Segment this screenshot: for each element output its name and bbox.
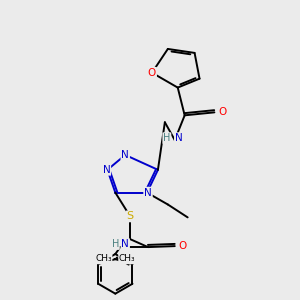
Text: N: N <box>122 150 129 160</box>
Text: H: H <box>112 239 119 249</box>
Text: N: N <box>175 133 183 143</box>
Text: O: O <box>178 241 187 251</box>
Text: N: N <box>103 165 110 175</box>
Text: CH₃: CH₃ <box>119 254 136 263</box>
Text: CH₃: CH₃ <box>95 254 112 263</box>
Text: N: N <box>144 188 152 198</box>
Text: S: S <box>127 212 134 221</box>
Text: O: O <box>218 107 226 117</box>
Text: N: N <box>122 239 129 249</box>
Text: O: O <box>148 68 156 78</box>
Text: H: H <box>163 133 170 143</box>
